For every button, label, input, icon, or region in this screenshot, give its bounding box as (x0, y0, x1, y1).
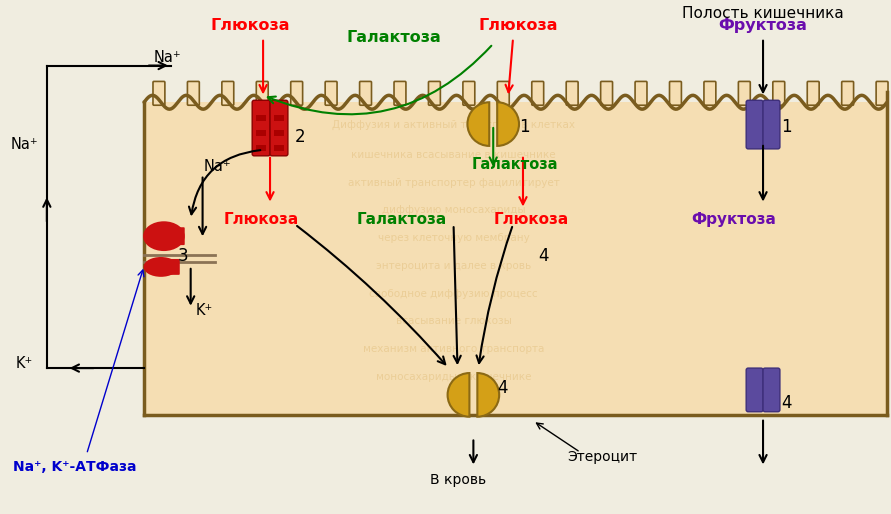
FancyBboxPatch shape (566, 81, 578, 105)
Text: Глюкоза: Глюкоза (494, 212, 568, 227)
Text: моносахариды в кишечнике: моносахариды в кишечнике (376, 372, 531, 382)
FancyBboxPatch shape (163, 227, 184, 245)
FancyBboxPatch shape (739, 81, 750, 105)
Text: диффузию моносахариды: диффузию моносахариды (381, 206, 526, 215)
Ellipse shape (143, 222, 184, 251)
Text: Na⁺: Na⁺ (10, 137, 37, 153)
FancyBboxPatch shape (532, 81, 544, 105)
Text: всасывание глюкозы: всасывание глюкозы (396, 317, 511, 326)
Text: K⁺: K⁺ (196, 303, 213, 318)
FancyBboxPatch shape (842, 81, 854, 105)
Text: Глюкоза: Глюкоза (478, 19, 558, 33)
FancyBboxPatch shape (497, 81, 510, 105)
Text: 4: 4 (781, 394, 791, 412)
Text: Глюкоза: Глюкоза (224, 212, 298, 227)
Text: Na⁺: Na⁺ (154, 50, 182, 65)
FancyBboxPatch shape (256, 145, 266, 151)
Text: энтероцита и далее в кровь: энтероцита и далее в кровь (376, 261, 531, 271)
Text: Этероцит: Этероцит (568, 450, 637, 464)
FancyBboxPatch shape (763, 100, 780, 149)
FancyBboxPatch shape (274, 145, 284, 151)
FancyBboxPatch shape (252, 100, 270, 156)
Ellipse shape (143, 257, 178, 277)
FancyBboxPatch shape (270, 100, 288, 156)
Text: Na⁺: Na⁺ (203, 159, 231, 174)
FancyBboxPatch shape (159, 259, 180, 275)
Text: механизм активного транспорта: механизм активного транспорта (363, 344, 544, 354)
FancyBboxPatch shape (394, 81, 406, 105)
Bar (144, 102, 887, 415)
Text: 3: 3 (178, 247, 188, 265)
Text: Полость кишечника: Полость кишечника (683, 7, 844, 22)
FancyBboxPatch shape (274, 130, 284, 136)
FancyBboxPatch shape (360, 81, 372, 105)
FancyBboxPatch shape (704, 81, 715, 105)
FancyBboxPatch shape (256, 115, 266, 121)
FancyBboxPatch shape (601, 81, 612, 105)
Wedge shape (478, 373, 499, 417)
Wedge shape (497, 102, 519, 146)
FancyBboxPatch shape (274, 115, 284, 121)
Text: K⁺: K⁺ (15, 356, 33, 371)
FancyBboxPatch shape (807, 81, 819, 105)
FancyBboxPatch shape (187, 81, 200, 105)
FancyBboxPatch shape (635, 81, 647, 105)
Wedge shape (468, 102, 489, 146)
FancyBboxPatch shape (222, 81, 233, 105)
FancyBboxPatch shape (325, 81, 337, 105)
FancyBboxPatch shape (763, 368, 780, 412)
Text: Галактоза: Галактоза (347, 30, 441, 45)
FancyBboxPatch shape (257, 81, 268, 105)
Text: 4: 4 (497, 379, 508, 397)
Wedge shape (447, 373, 470, 417)
Text: 1: 1 (781, 118, 791, 136)
FancyBboxPatch shape (290, 81, 303, 105)
FancyBboxPatch shape (463, 81, 475, 105)
Text: Фруктоза: Фруктоза (691, 212, 776, 227)
Text: Галактоза: Галактоза (356, 212, 446, 227)
Text: кишечника всасывание в кишечнике: кишечника всасывание в кишечнике (351, 150, 556, 160)
FancyBboxPatch shape (746, 100, 763, 149)
Text: Na⁺, K⁺-АТФаза: Na⁺, K⁺-АТФаза (12, 461, 136, 474)
Text: 2: 2 (295, 128, 306, 146)
FancyBboxPatch shape (746, 368, 763, 412)
FancyBboxPatch shape (153, 81, 165, 105)
Text: через клеточную мембрану: через клеточную мембрану (378, 233, 529, 243)
FancyBboxPatch shape (669, 81, 682, 105)
Text: Глюкоза: Глюкоза (210, 19, 290, 33)
Text: Фруктоза: Фруктоза (719, 19, 807, 33)
FancyBboxPatch shape (876, 81, 888, 105)
Text: 1: 1 (519, 118, 529, 136)
Text: В кровь: В кровь (430, 473, 486, 487)
Text: свободное диффузию процесс: свободное диффузию процесс (369, 289, 538, 299)
FancyBboxPatch shape (772, 81, 785, 105)
Text: активный транспортер фацилитирует: активный транспортер фацилитирует (347, 178, 560, 188)
Text: 4: 4 (538, 247, 548, 265)
Text: Галактоза: Галактоза (471, 157, 558, 172)
Text: Диффузия и активный транспорт в клетках: Диффузия и активный транспорт в клетках (332, 120, 575, 130)
FancyBboxPatch shape (429, 81, 440, 105)
FancyBboxPatch shape (256, 130, 266, 136)
